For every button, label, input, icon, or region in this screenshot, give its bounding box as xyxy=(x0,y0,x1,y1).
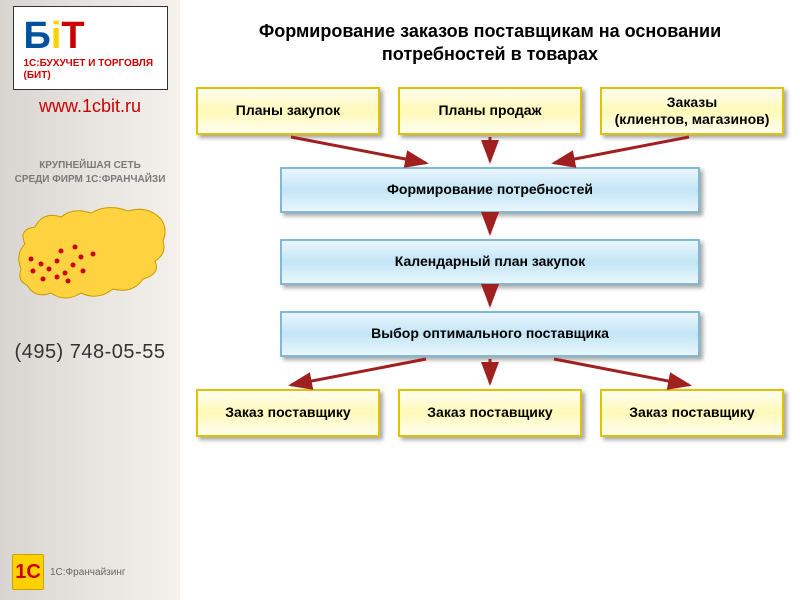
ones-icon: 1C xyxy=(12,554,44,590)
bottom-row: Заказ поставщику Заказ поставщику Заказ … xyxy=(196,389,784,437)
top-row: Планы закупок Планы продаж Заказы (клиен… xyxy=(196,87,784,135)
box-plans-purchase: Планы закупок xyxy=(196,87,380,135)
tagline: КРУПНЕЙШАЯ СЕТЬ СРЕДИ ФИРМ 1С:ФРАНЧАЙЗИ xyxy=(15,159,166,187)
logo-subtitle: 1С:БУХУЧЕТ И ТОРГОВЛЯ (БИТ) xyxy=(24,58,157,81)
box-supplier-choice: Выбор оптимального поставщика xyxy=(280,311,700,357)
arrows-diverge xyxy=(196,357,784,389)
logo-box: БіТ 1С:БУХУЧЕТ И ТОРГОВЛЯ (БИТ) xyxy=(13,6,168,90)
box-formation-needs: Формирование потребностей xyxy=(280,167,700,213)
arrow-down-2 xyxy=(196,285,784,311)
sidebar: БіТ 1С:БУХУЧЕТ И ТОРГОВЛЯ (БИТ) www.1cbi… xyxy=(0,0,180,600)
map-graphic xyxy=(13,199,168,309)
box-order-supplier-3: Заказ поставщику xyxy=(600,389,784,437)
diagram-title: Формирование заказов поставщикам на осно… xyxy=(196,20,784,67)
box-calendar-plan: Календарный план закупок xyxy=(280,239,700,285)
footer-logo: 1C 1С:Франчайзинг xyxy=(12,554,126,590)
box-order-supplier-2: Заказ поставщику xyxy=(398,389,582,437)
arrows-converge xyxy=(196,135,784,167)
website-url: www.1cbit.ru xyxy=(39,96,141,117)
arrow-down-1 xyxy=(196,213,784,239)
main-diagram: Формирование заказов поставщикам на осно… xyxy=(180,0,800,600)
logo-mark: БіТ xyxy=(24,15,157,58)
phone-number: (495) 748-05-55 xyxy=(15,341,166,364)
franchise-label: 1С:Франчайзинг xyxy=(50,567,126,578)
box-order-supplier-1: Заказ поставщику xyxy=(196,389,380,437)
box-orders-clients: Заказы (клиентов, магазинов) xyxy=(600,87,784,135)
box-plans-sales: Планы продаж xyxy=(398,87,582,135)
